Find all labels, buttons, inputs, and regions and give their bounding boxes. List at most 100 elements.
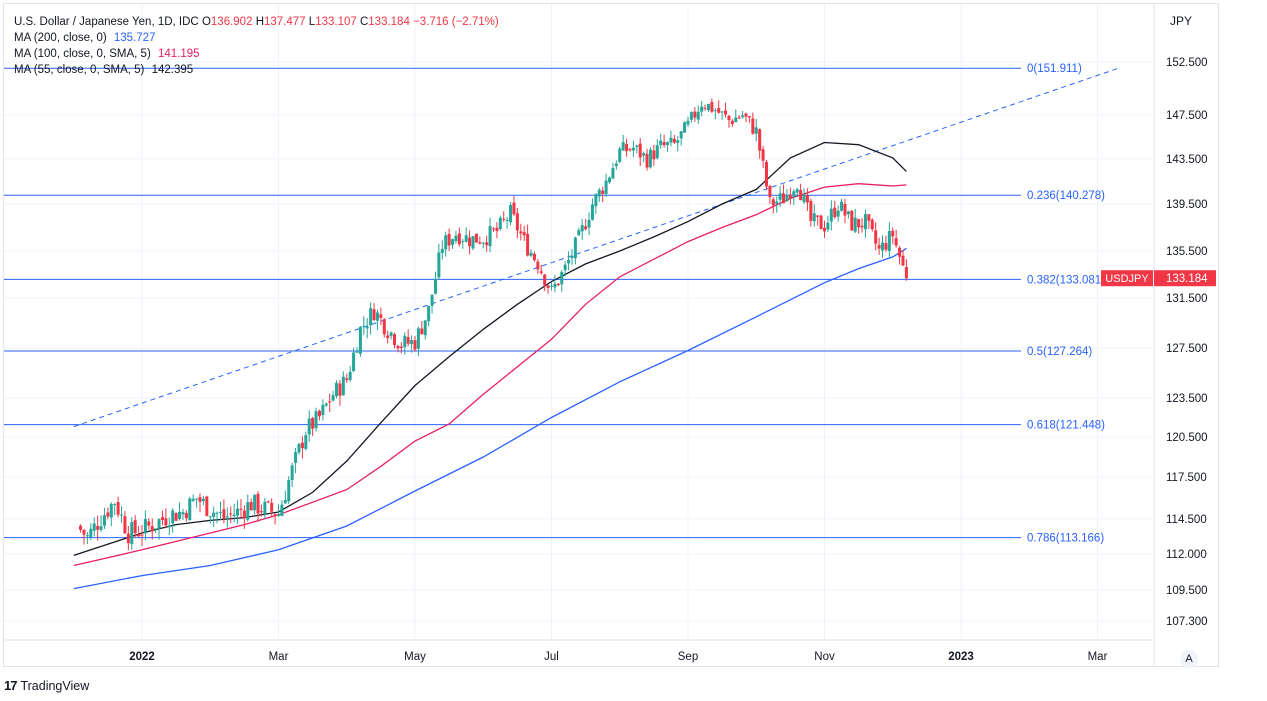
candle-body[interactable] bbox=[345, 378, 349, 380]
candle-body[interactable] bbox=[263, 501, 267, 514]
candle-body[interactable] bbox=[863, 214, 867, 230]
candle-body[interactable] bbox=[454, 235, 458, 242]
candle-body[interactable] bbox=[805, 194, 809, 203]
candle-body[interactable] bbox=[563, 264, 567, 271]
candle-body[interactable] bbox=[618, 148, 622, 162]
candle-body[interactable] bbox=[860, 225, 864, 228]
candle-body[interactable] bbox=[154, 528, 158, 530]
ma200-line[interactable] bbox=[73, 247, 907, 590]
candle-body[interactable] bbox=[157, 519, 161, 529]
candle-body[interactable] bbox=[99, 526, 103, 531]
candle-body[interactable] bbox=[611, 168, 615, 179]
candle-body[interactable] bbox=[457, 233, 461, 245]
candle-body[interactable] bbox=[215, 512, 219, 514]
candle-body[interactable] bbox=[672, 138, 676, 143]
candle-body[interactable] bbox=[724, 110, 728, 115]
candle-body[interactable] bbox=[280, 504, 284, 516]
candle-body[interactable] bbox=[150, 526, 154, 532]
candle-body[interactable] bbox=[679, 131, 683, 139]
candle-body[interactable] bbox=[491, 228, 495, 230]
candle-body[interactable] bbox=[294, 452, 298, 463]
candle-body[interactable] bbox=[249, 501, 253, 511]
candle-body[interactable] bbox=[522, 232, 526, 236]
candle-body[interactable] bbox=[478, 242, 482, 244]
candle-body[interactable] bbox=[137, 534, 141, 537]
candle-body[interactable] bbox=[526, 233, 530, 256]
candle-body[interactable] bbox=[471, 236, 475, 249]
legend-ma100-row[interactable]: MA (100, close, 0, SMA, 5) 141.195 bbox=[14, 46, 499, 62]
candle-body[interactable] bbox=[846, 211, 850, 215]
candle-body[interactable] bbox=[451, 239, 455, 245]
candle-body[interactable] bbox=[133, 520, 137, 533]
candle-body[interactable] bbox=[246, 502, 250, 520]
candle-body[interactable] bbox=[573, 237, 577, 259]
candle-body[interactable] bbox=[768, 185, 772, 198]
candle-body[interactable] bbox=[403, 335, 407, 348]
candle-body[interactable] bbox=[126, 533, 130, 544]
candle-body[interactable] bbox=[277, 514, 280, 516]
candle-body[interactable] bbox=[82, 529, 86, 535]
candle-body[interactable] bbox=[198, 497, 202, 502]
candle-body[interactable] bbox=[393, 334, 397, 346]
candle-body[interactable] bbox=[372, 309, 376, 321]
candle-body[interactable] bbox=[823, 227, 826, 232]
candle-body[interactable] bbox=[113, 504, 117, 506]
candle-body[interactable] bbox=[655, 145, 659, 159]
candle-body[interactable] bbox=[335, 382, 339, 397]
auto-scale-button[interactable]: A bbox=[1180, 650, 1198, 668]
candle-body[interactable] bbox=[416, 328, 420, 349]
candle-body[interactable] bbox=[730, 120, 734, 124]
candle-body[interactable] bbox=[147, 521, 151, 526]
candle-body[interactable] bbox=[485, 242, 489, 246]
candle-body[interactable] bbox=[703, 107, 707, 109]
candle-body[interactable] bbox=[102, 515, 106, 526]
candle-body[interactable] bbox=[747, 116, 751, 118]
candle-body[interactable] bbox=[785, 194, 789, 202]
candle-body[interactable] bbox=[792, 191, 796, 197]
candle-body[interactable] bbox=[550, 285, 553, 287]
candle-body[interactable] bbox=[505, 219, 509, 221]
candle-body[interactable] bbox=[512, 202, 516, 215]
candle-body[interactable] bbox=[222, 509, 226, 519]
candle-body[interactable] bbox=[413, 340, 417, 350]
candle-body[interactable] bbox=[587, 219, 591, 228]
candle-body[interactable] bbox=[556, 283, 560, 286]
candle-body[interactable] bbox=[891, 230, 895, 237]
candle-body[interactable] bbox=[488, 226, 492, 247]
candle-body[interactable] bbox=[355, 351, 359, 353]
candle-body[interactable] bbox=[328, 401, 332, 403]
candle-body[interactable] bbox=[85, 535, 89, 537]
candle-body[interactable] bbox=[236, 508, 240, 516]
candle-body[interactable] bbox=[666, 142, 670, 146]
candle-body[interactable] bbox=[720, 111, 724, 113]
candle-body[interactable] bbox=[437, 252, 441, 278]
candle-body[interactable] bbox=[174, 513, 178, 521]
candle-body[interactable] bbox=[877, 244, 881, 249]
candle-body[interactable] bbox=[539, 271, 543, 274]
candle-body[interactable] bbox=[509, 204, 513, 223]
candle-body[interactable] bbox=[614, 163, 618, 167]
candle-body[interactable] bbox=[79, 525, 83, 530]
candle-body[interactable] bbox=[683, 122, 687, 133]
candle-body[interactable] bbox=[362, 325, 366, 327]
candle-body[interactable] bbox=[386, 335, 390, 339]
candle-body[interactable] bbox=[901, 255, 905, 266]
candle-body[interactable] bbox=[601, 190, 605, 194]
candle-body[interactable] bbox=[857, 219, 861, 228]
candle-body[interactable] bbox=[433, 278, 437, 294]
candle-body[interactable] bbox=[625, 143, 629, 152]
candle-body[interactable] bbox=[317, 410, 321, 417]
candle-body[interactable] bbox=[352, 352, 356, 372]
candle-body[interactable] bbox=[191, 498, 195, 501]
candle-body[interactable] bbox=[894, 238, 898, 246]
candle-body[interactable] bbox=[164, 518, 168, 526]
candle-body[interactable] bbox=[106, 512, 110, 517]
candle-body[interactable] bbox=[447, 233, 451, 246]
candle-body[interactable] bbox=[116, 501, 120, 515]
candle-body[interactable] bbox=[266, 501, 270, 503]
candle-body[interactable] bbox=[529, 252, 533, 256]
candle-body[interactable] bbox=[239, 508, 243, 510]
candle-body[interactable] bbox=[608, 177, 612, 183]
candle-body[interactable] bbox=[836, 210, 840, 217]
candle-body[interactable] bbox=[812, 213, 816, 222]
